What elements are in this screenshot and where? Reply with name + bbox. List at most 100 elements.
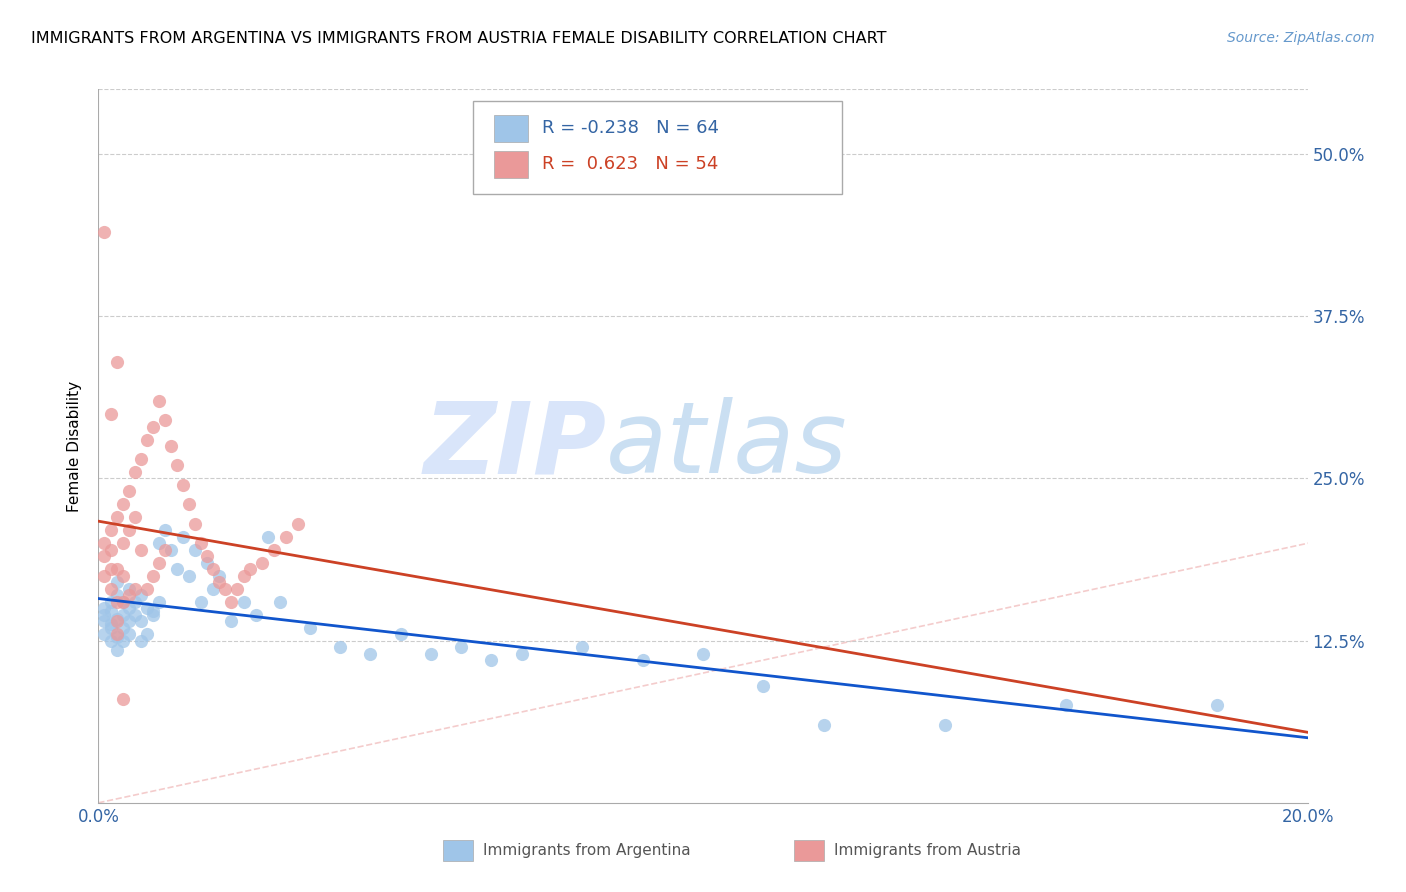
Point xyxy=(135,627,157,641)
Text: R =  0.623   N = 54: R = 0.623 N = 54 xyxy=(543,155,718,173)
Point xyxy=(179,568,201,582)
Point xyxy=(208,575,231,590)
Point xyxy=(111,595,134,609)
Text: R = -0.238   N = 64: R = -0.238 N = 64 xyxy=(543,120,720,137)
Point xyxy=(93,607,115,622)
FancyBboxPatch shape xyxy=(793,840,824,862)
Point xyxy=(202,582,225,596)
Point xyxy=(214,582,236,596)
Point xyxy=(148,556,170,570)
Point xyxy=(221,614,243,628)
Point xyxy=(148,536,170,550)
Text: IMMIGRANTS FROM ARGENTINA VS IMMIGRANTS FROM AUSTRIA FEMALE DISABILITY CORRELATI: IMMIGRANTS FROM ARGENTINA VS IMMIGRANTS … xyxy=(31,31,886,46)
Text: ZIP: ZIP xyxy=(423,398,606,494)
Point xyxy=(190,536,212,550)
Point xyxy=(93,614,115,628)
Point xyxy=(129,588,152,602)
Point xyxy=(232,568,254,582)
Point xyxy=(153,542,176,557)
Point xyxy=(1054,698,1077,713)
Point xyxy=(166,458,188,473)
Point xyxy=(142,568,165,582)
Point xyxy=(160,542,183,557)
Point xyxy=(166,562,188,576)
Point xyxy=(111,536,134,550)
FancyBboxPatch shape xyxy=(443,840,474,862)
Point xyxy=(142,419,165,434)
Point xyxy=(93,568,115,582)
Point xyxy=(93,225,115,239)
Point xyxy=(111,595,134,609)
Point xyxy=(118,524,141,538)
Point xyxy=(389,627,412,641)
Point xyxy=(202,562,225,576)
Point xyxy=(179,497,201,511)
Text: Source: ZipAtlas.com: Source: ZipAtlas.com xyxy=(1227,31,1375,45)
Point xyxy=(129,452,152,467)
Point xyxy=(105,614,128,628)
Point xyxy=(100,524,122,538)
Point xyxy=(813,718,835,732)
Point xyxy=(420,647,443,661)
Point xyxy=(934,718,956,732)
Point xyxy=(93,627,115,641)
Point xyxy=(100,604,122,618)
Point xyxy=(93,536,115,550)
Point xyxy=(105,611,128,625)
Point xyxy=(172,530,194,544)
Point xyxy=(124,465,146,479)
Point xyxy=(100,562,122,576)
Point xyxy=(631,653,654,667)
Text: Immigrants from Austria: Immigrants from Austria xyxy=(834,843,1021,858)
Point xyxy=(129,542,152,557)
Point xyxy=(274,530,297,544)
Point xyxy=(100,621,122,635)
Y-axis label: Female Disability: Female Disability xyxy=(67,380,83,512)
Point xyxy=(245,607,267,622)
FancyBboxPatch shape xyxy=(494,151,527,178)
Point xyxy=(105,588,128,602)
Point xyxy=(571,640,593,654)
Point xyxy=(111,692,134,706)
Point xyxy=(111,621,134,635)
Point xyxy=(239,562,262,576)
Point xyxy=(184,516,207,531)
Point xyxy=(105,354,128,368)
Point xyxy=(692,647,714,661)
Point xyxy=(153,524,176,538)
Point xyxy=(100,407,122,421)
Point xyxy=(105,575,128,590)
Point xyxy=(100,633,122,648)
Point xyxy=(105,630,128,644)
Point xyxy=(118,601,141,615)
Point xyxy=(195,556,218,570)
Point xyxy=(160,439,183,453)
Point xyxy=(105,595,128,609)
Text: atlas: atlas xyxy=(606,398,848,494)
Point xyxy=(263,542,285,557)
FancyBboxPatch shape xyxy=(474,102,842,194)
Point xyxy=(208,568,231,582)
Point xyxy=(93,549,115,564)
Point xyxy=(135,601,157,615)
Point xyxy=(148,393,170,408)
Point xyxy=(111,633,134,648)
Point xyxy=(195,549,218,564)
Point xyxy=(111,497,134,511)
Point xyxy=(124,510,146,524)
Point xyxy=(129,614,152,628)
Point xyxy=(118,614,141,628)
Point xyxy=(105,627,128,641)
Point xyxy=(105,642,128,657)
Point xyxy=(232,595,254,609)
Point xyxy=(129,633,152,648)
Point xyxy=(221,595,243,609)
FancyBboxPatch shape xyxy=(494,115,527,142)
Point xyxy=(184,542,207,557)
Point xyxy=(450,640,472,654)
Point xyxy=(269,595,291,609)
Point xyxy=(142,607,165,622)
Point xyxy=(148,595,170,609)
Point xyxy=(752,679,775,693)
Point xyxy=(226,582,249,596)
